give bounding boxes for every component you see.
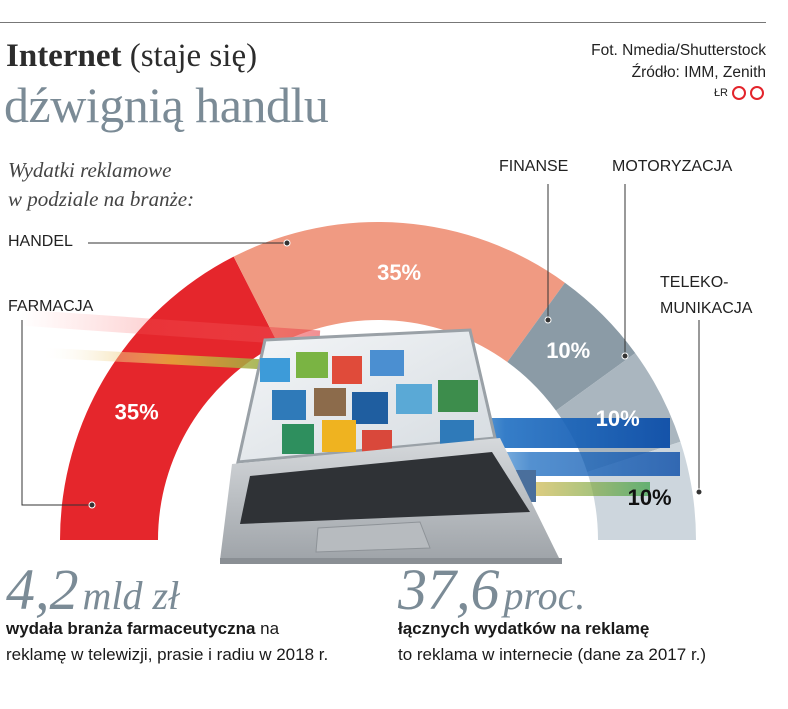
label-handel: HANDEL	[8, 233, 73, 250]
stat-left-bold: wydała branża farmaceutyczna	[6, 619, 256, 638]
label-telekomunikacja: TELEKO- MUNIKACJA	[660, 270, 752, 322]
slice-finanse	[507, 282, 636, 411]
stat-left-unit: mld zł	[82, 573, 180, 618]
photo-credit: Fot. Nmedia/Shutterstock	[591, 42, 766, 59]
title-line-2: dźwignią handlu	[4, 77, 329, 133]
leader-farmacja	[21, 320, 92, 506]
stat-right: 37,6 proc. łącznych wydatków na reklamę …	[398, 556, 706, 665]
slice-handel	[233, 222, 565, 363]
laptop-illustration	[19, 309, 680, 564]
stat-left-big: 4,2 mld zł	[6, 556, 328, 623]
logo-p-icon	[750, 86, 764, 100]
dot-telekomunikacja	[695, 488, 703, 496]
subtitle-line-2: w podziale na branże:	[8, 187, 195, 211]
stat-left-number: 4,2	[6, 557, 79, 622]
label-finanse: FINANSE	[499, 158, 569, 175]
top-rule	[0, 22, 766, 23]
title-bold: Internet	[6, 38, 122, 74]
stat-left-line-2: reklamę w telewizji, prasie i radiu w 20…	[6, 645, 329, 664]
slice-value-labels: 35% 35% 10% 10% 10%	[115, 260, 672, 510]
label-farmacja: FARMACJA	[8, 298, 94, 315]
label-motoryzacja: MOTORYZACJA	[612, 158, 733, 175]
value-label-farmacja: 35%	[115, 399, 159, 424]
publisher-logo: ŁR	[714, 86, 764, 100]
label-teleko-line-2: MUNIKACJA	[660, 300, 753, 317]
credits: Fot. Nmedia/Shutterstock Źródło: IMM, Ze…	[591, 40, 766, 84]
dot-finanse	[544, 316, 552, 324]
stat-right-number: 37,6	[398, 557, 500, 622]
stat-right-unit: proc.	[503, 573, 586, 618]
stat-right-line-1: łącznych wydatków na reklamę	[398, 619, 650, 638]
subtitle-line-1: Wydatki reklamowe	[8, 158, 172, 182]
leader-lines	[21, 184, 700, 506]
stat-right-line-2: to reklama w internecie (dane za 2017 r.…	[398, 645, 707, 664]
stat-left-line-1: wydała branża farmaceutyczna na	[6, 619, 328, 639]
value-label-telekomunikacja: 10%	[628, 485, 672, 510]
chart-subtitle: Wydatki reklamowe w podziale na branże:	[8, 156, 194, 214]
value-label-handel: 35%	[377, 260, 421, 285]
value-label-finanse: 10%	[546, 338, 590, 363]
stat-right-big: 37,6 proc.	[398, 556, 706, 623]
dot-farmacja	[88, 501, 96, 509]
title-rest: (staje się)	[121, 38, 258, 74]
leader-dots	[88, 239, 703, 509]
source-credit: Źródło: IMM, Zenith	[631, 64, 766, 81]
stat-left: 4,2 mld zł wydała branża farmaceutyczna …	[6, 556, 328, 665]
value-label-motoryzacja: 10%	[596, 406, 640, 431]
logo-initials: ŁR	[713, 87, 728, 99]
dot-handel	[283, 239, 291, 247]
label-teleko-line-1: TELEKO-	[660, 274, 729, 291]
stat-left-bold-suffix: na	[255, 619, 280, 638]
logo-c-icon	[732, 86, 746, 100]
dot-motoryzacja	[621, 352, 629, 360]
title-line-1: Internet (staje się)	[6, 38, 257, 75]
